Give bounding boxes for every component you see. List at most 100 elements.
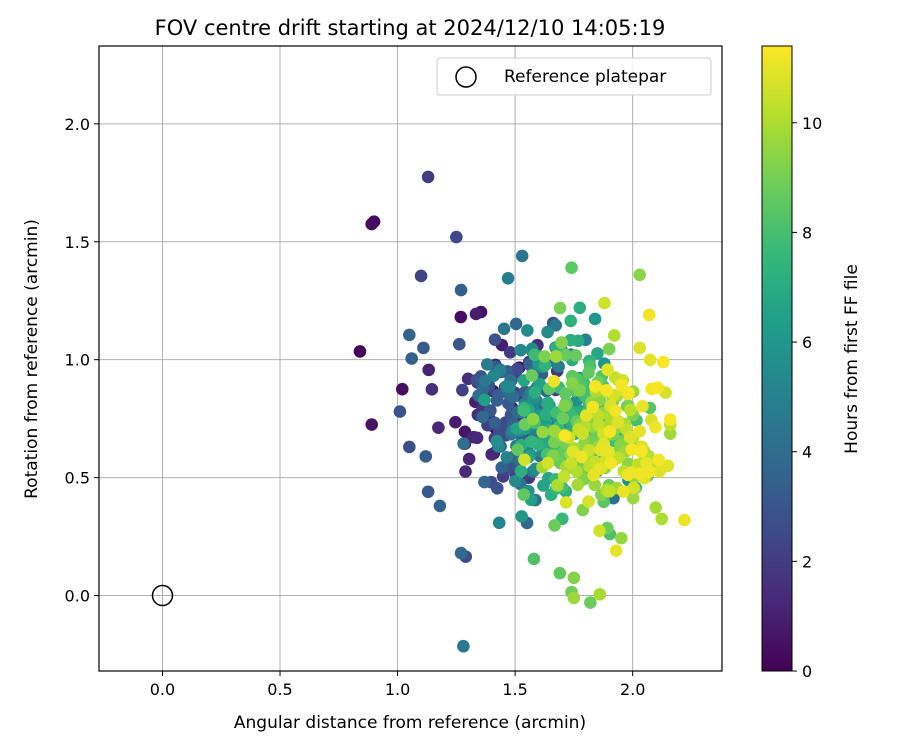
data-point [626, 491, 640, 505]
data-point [661, 459, 675, 473]
data-point [571, 478, 584, 492]
data-point [501, 272, 515, 285]
data-point [617, 485, 630, 498]
data-point [549, 350, 563, 363]
data-point [514, 343, 528, 357]
data-point [627, 481, 640, 495]
data-point [602, 342, 616, 356]
data-point [490, 434, 504, 448]
data-point [500, 450, 514, 464]
y-tick-label: 0.5 [65, 469, 90, 488]
data-point [548, 519, 561, 532]
data-point [600, 384, 614, 397]
data-point [593, 588, 607, 601]
data-point [601, 363, 614, 376]
data-point [609, 544, 623, 558]
data-point [573, 301, 587, 315]
data-point [559, 496, 573, 509]
data-point [452, 337, 466, 351]
data-point [511, 443, 524, 456]
data-point [663, 413, 677, 426]
data-point [559, 387, 572, 400]
chart-title: FOV centre drift starting at 2024/12/10 … [155, 16, 666, 40]
data-point [403, 440, 416, 454]
data-point [678, 513, 691, 527]
data-point [457, 639, 470, 653]
data-point [517, 488, 531, 501]
data-point [622, 386, 635, 400]
data-point [564, 456, 578, 470]
data-point [497, 322, 511, 336]
data-point [509, 317, 523, 331]
data-point [454, 283, 468, 297]
data-point [553, 566, 567, 580]
data-point [457, 437, 470, 450]
data-point [419, 450, 433, 463]
data-point [575, 450, 588, 464]
data-point [541, 456, 555, 470]
data-point [565, 261, 578, 274]
x-tick-label: 0.0 [150, 680, 175, 699]
colorbar-tick-label: 4 [802, 443, 812, 462]
colorbar-tick-label: 2 [802, 552, 812, 571]
data-point [607, 329, 621, 342]
x-tick-label: 1.0 [385, 680, 410, 699]
data-point [556, 411, 570, 425]
data-point [609, 404, 622, 418]
data-point [517, 404, 531, 417]
y-tick-label: 2.0 [65, 115, 90, 134]
data-point [551, 479, 564, 492]
data-point [593, 524, 606, 538]
data-point [469, 307, 483, 321]
data-point [582, 366, 595, 380]
colorbar-gradient [761, 45, 793, 672]
data-point [642, 465, 656, 478]
data-point [557, 470, 571, 483]
data-point [528, 348, 541, 362]
data-point [553, 301, 567, 315]
data-point [649, 420, 662, 434]
data-point [511, 362, 524, 376]
data-point [594, 443, 607, 457]
data-point [422, 363, 436, 377]
data-point [421, 485, 435, 499]
data-point [470, 431, 484, 445]
data-point [450, 230, 463, 244]
data-point [591, 347, 604, 360]
data-point [567, 591, 581, 605]
data-point [559, 348, 572, 362]
data-point [569, 349, 583, 362]
data-point [598, 296, 611, 310]
data-point [588, 478, 602, 492]
data-point [587, 468, 600, 482]
data-point [432, 421, 445, 434]
data-point [515, 510, 528, 523]
data-point [492, 516, 506, 530]
data-point [552, 360, 565, 373]
data-point [476, 410, 489, 424]
data-point [621, 468, 635, 482]
data-point [478, 475, 491, 489]
data-point [515, 249, 529, 263]
data-point [508, 474, 522, 488]
data-point [393, 405, 407, 418]
colorbar-ticks: 0 2 4 6 8 10 [792, 114, 822, 681]
colorbar-tick-label: 6 [802, 333, 812, 352]
data-point [614, 531, 628, 545]
data-point [403, 328, 416, 342]
colorbar-label: Hours from first FF file [842, 264, 862, 454]
data-point [488, 416, 502, 430]
data-point [576, 427, 589, 440]
data-point [478, 393, 491, 407]
axes: 0.0 0.5 1.0 1.5 2.0 0.0 0.5 1.0 1.5 2.0 [65, 45, 723, 699]
data-point [525, 435, 538, 448]
colorbar-tick-label: 10 [802, 114, 822, 133]
x-tick-label: 0.5 [267, 680, 292, 699]
data-point [636, 400, 649, 413]
data-point [527, 552, 541, 566]
data-point [491, 388, 505, 402]
data-point [487, 369, 501, 382]
data-point [651, 381, 665, 395]
y-axis-label: Rotation from reference (arcmin) [22, 219, 42, 499]
